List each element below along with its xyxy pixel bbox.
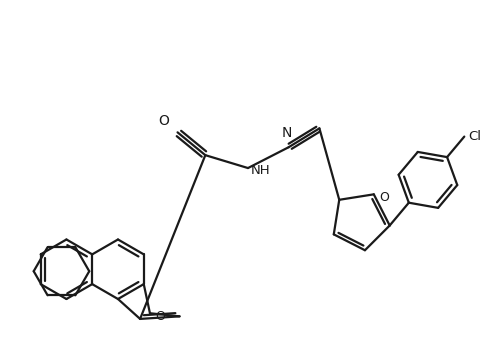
Text: O: O bbox=[155, 310, 165, 323]
Text: N: N bbox=[281, 126, 292, 140]
Text: NH: NH bbox=[251, 163, 271, 176]
Text: O: O bbox=[379, 191, 389, 204]
Text: O: O bbox=[159, 114, 169, 128]
Text: Cl: Cl bbox=[468, 130, 481, 143]
